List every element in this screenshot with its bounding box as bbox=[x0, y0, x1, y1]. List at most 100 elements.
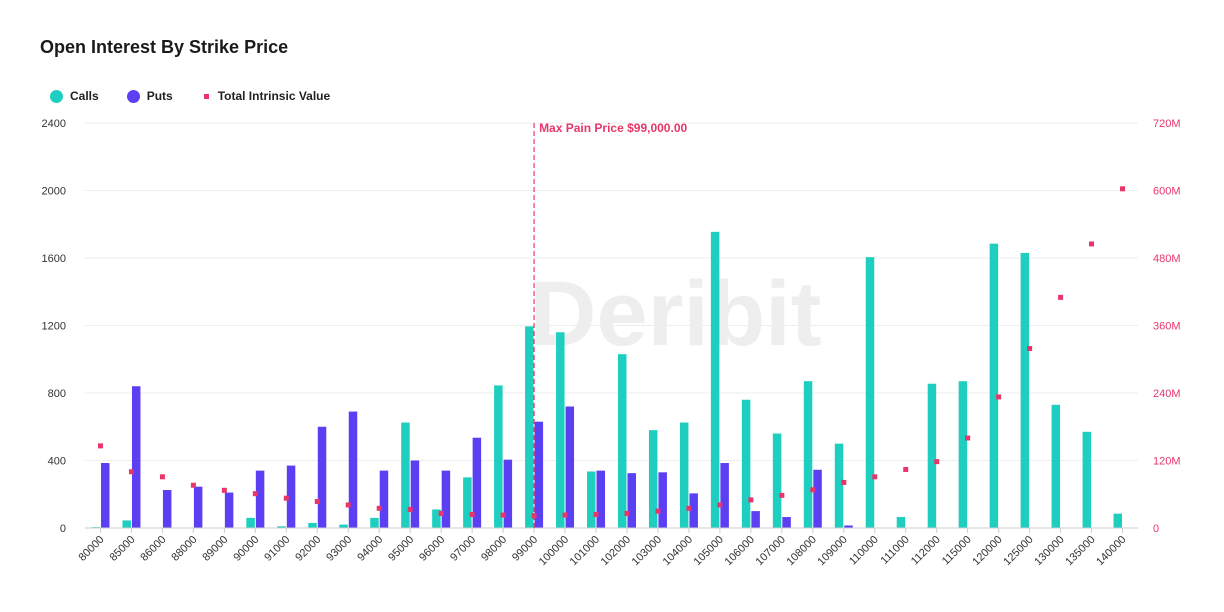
calls-swatch-icon bbox=[50, 89, 63, 103]
calls-bar bbox=[958, 381, 968, 528]
chart-title: Open Interest By Strike Price bbox=[40, 37, 289, 57]
legend-item-intrinsic[interactable]: Total Intrinsic Value bbox=[201, 89, 330, 103]
x-tick-label: 98000 bbox=[479, 534, 509, 564]
puts-bar bbox=[100, 463, 110, 528]
y-left-tick-label: 1600 bbox=[42, 253, 66, 265]
calls-bar bbox=[463, 477, 472, 528]
puts-swatch-icon bbox=[126, 89, 140, 103]
calls-bar bbox=[648, 430, 658, 528]
puts-bar bbox=[224, 492, 234, 528]
y-right-tick-label: 0 bbox=[1153, 523, 1159, 535]
intrinsic-point bbox=[810, 487, 816, 493]
intrinsic-point bbox=[1120, 186, 1126, 192]
x-tick-label: 92000 bbox=[293, 534, 323, 564]
watermark-logo: Deribit bbox=[530, 263, 821, 365]
intrinsic-point bbox=[779, 492, 785, 498]
intrinsic-point bbox=[562, 512, 568, 518]
puts-bar bbox=[534, 421, 544, 528]
x-tick-label: 97000 bbox=[448, 534, 478, 564]
x-tick-label: 80000 bbox=[76, 534, 106, 564]
x-tick-label: 100000 bbox=[537, 534, 571, 568]
y-left-tick-label: 2000 bbox=[42, 186, 66, 198]
x-tick-label: 99000 bbox=[510, 534, 540, 564]
calls-bar bbox=[122, 520, 131, 528]
puts-bar bbox=[441, 470, 451, 528]
x-tick-label: 85000 bbox=[107, 534, 137, 564]
calls-bar bbox=[1051, 404, 1061, 528]
puts-bar bbox=[627, 473, 636, 528]
x-tick-label: 96000 bbox=[417, 534, 447, 564]
calls-bar bbox=[246, 517, 255, 528]
calls-bar bbox=[525, 326, 534, 528]
y-right-tick-label: 720M bbox=[1153, 118, 1181, 130]
y-right-tick-label: 480M bbox=[1153, 253, 1181, 265]
intrinsic-point bbox=[624, 510, 630, 516]
x-tick-label: 135000 bbox=[1063, 534, 1097, 568]
intrinsic-point bbox=[1089, 241, 1095, 247]
grid bbox=[85, 122, 1138, 529]
calls-bar bbox=[834, 443, 844, 528]
puts-bar bbox=[286, 465, 296, 528]
puts-bar bbox=[596, 470, 606, 528]
calls-bar bbox=[401, 422, 410, 528]
x-tick-label: 88000 bbox=[169, 534, 199, 564]
intrinsic-point bbox=[903, 467, 909, 472]
puts-bar bbox=[658, 472, 667, 528]
intrinsic-point bbox=[841, 479, 847, 485]
y-left-tick-label: 2400 bbox=[42, 118, 66, 130]
intrinsic-point bbox=[97, 443, 103, 449]
legend-label-calls: Calls bbox=[70, 89, 99, 103]
intrinsic-point bbox=[438, 510, 444, 516]
intrinsic-point bbox=[376, 505, 382, 511]
puts-bar bbox=[193, 486, 203, 528]
calls-bar bbox=[587, 471, 596, 528]
intrinsic-swatch-icon bbox=[203, 93, 209, 99]
puts-bar bbox=[255, 470, 265, 528]
legend-item-puts[interactable]: Puts bbox=[126, 89, 173, 103]
calls-bar bbox=[277, 526, 286, 528]
intrinsic-point bbox=[128, 469, 134, 475]
calls-bar bbox=[494, 385, 503, 528]
puts-bar bbox=[472, 437, 482, 528]
calls-bar bbox=[1113, 513, 1123, 528]
puts-bar bbox=[813, 469, 822, 528]
calls-bar bbox=[370, 517, 379, 528]
y-right-tick-label: 360M bbox=[1153, 321, 1181, 333]
max-pain-annotation: Max Pain Price $99,000.00 bbox=[533, 121, 688, 528]
x-tick-label: 102000 bbox=[599, 534, 633, 568]
intrinsic-point bbox=[221, 487, 227, 493]
intrinsic-point bbox=[1058, 294, 1064, 300]
x-tick-label: 109000 bbox=[815, 534, 849, 568]
puts-bar bbox=[348, 411, 358, 528]
intrinsic-point bbox=[407, 506, 413, 512]
legend: Calls Puts Total Intrinsic Value bbox=[50, 89, 358, 103]
x-tick-label: 95000 bbox=[386, 534, 416, 564]
legend-label-intrinsic: Total Intrinsic Value bbox=[217, 89, 331, 103]
calls-bar bbox=[556, 332, 565, 528]
calls-bar bbox=[617, 354, 627, 528]
bars bbox=[91, 231, 1123, 528]
calls-bar bbox=[927, 383, 937, 528]
x-tick-label: 115000 bbox=[940, 534, 974, 568]
intrinsic-point bbox=[159, 474, 165, 480]
puts-bar bbox=[503, 459, 513, 528]
puts-bar bbox=[720, 463, 729, 528]
calls-bar bbox=[308, 522, 317, 528]
x-tick-label: 111000 bbox=[879, 534, 912, 567]
intrinsic-point bbox=[314, 499, 320, 505]
calls-bar bbox=[710, 231, 720, 528]
puts-bar bbox=[751, 511, 760, 528]
puts-bar bbox=[844, 525, 853, 528]
legend-item-calls[interactable]: Calls bbox=[50, 89, 99, 103]
x-tick-label: 130000 bbox=[1032, 534, 1066, 568]
x-tick-label: 108000 bbox=[784, 534, 818, 568]
calls-bar bbox=[679, 422, 689, 528]
x-tick-label: 105000 bbox=[692, 534, 726, 568]
intrinsic-point bbox=[686, 505, 692, 511]
x-tick-label: 104000 bbox=[661, 534, 695, 568]
x-tick-label: 93000 bbox=[324, 534, 354, 564]
intrinsic-point bbox=[748, 497, 754, 503]
puts-bar bbox=[317, 426, 327, 528]
calls-bar bbox=[1020, 252, 1030, 528]
